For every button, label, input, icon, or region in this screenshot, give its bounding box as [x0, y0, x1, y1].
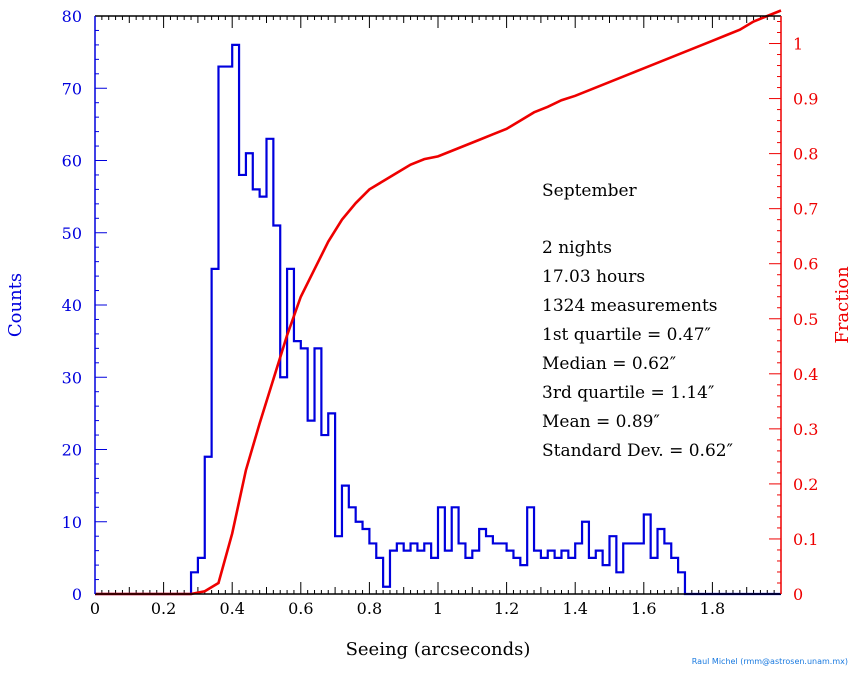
y-left-tick-label: 20 — [62, 441, 82, 460]
x-tick-label: 0.2 — [151, 599, 176, 618]
axes-frame — [94, 15, 782, 595]
annotation-q3: 3rd quartile = 1.14″ — [542, 383, 714, 403]
y-right-tick-label: 0.9 — [793, 90, 818, 109]
y-right-axis-label: Fraction — [832, 266, 850, 344]
y-right-tick-label: 0.8 — [793, 145, 818, 164]
credit-text: Raul Michel (rmm@astrosen.unam.mx) — [692, 657, 848, 666]
stats-annotation: September 2 nights 17.03 hours 1324 meas… — [542, 181, 733, 461]
fraction-curve — [95, 9, 782, 596]
y-right-tick-label: 0.2 — [793, 475, 818, 494]
annotation-hours: 17.03 hours — [542, 267, 645, 287]
annotation-stddev: Standard Dev. = 0.62″ — [542, 441, 733, 461]
y-right-tick-label: 0.7 — [793, 200, 818, 219]
annotation-month: September — [542, 181, 638, 201]
annotation-q1: 1st quartile = 0.47″ — [542, 325, 711, 345]
x-axis-label: Seeing (arcseconds) — [346, 639, 531, 660]
x-tick-label: 0 — [90, 599, 100, 618]
counts-histogram — [95, 43, 781, 596]
x-tick-label: 1 — [433, 599, 443, 618]
annotation-measurements: 1324 measurements — [542, 296, 718, 316]
y-right-tick-label: 0.4 — [793, 365, 818, 384]
y-left-tick-label: 70 — [62, 79, 82, 98]
y-left-tick-label: 50 — [62, 224, 82, 243]
y-right-tick-label: 0.6 — [793, 255, 818, 274]
x-tick-label: 1.4 — [562, 599, 587, 618]
y-right-tick-label: 0 — [793, 585, 803, 604]
annotation-median: Median = 0.62″ — [542, 354, 676, 374]
y-left-tick-label: 10 — [62, 513, 82, 532]
y-right-tick-label: 0.5 — [793, 310, 818, 329]
y-right-tick-label: 1 — [793, 35, 803, 54]
x-tick-label: 1.6 — [631, 599, 656, 618]
x-tick-label: 0.8 — [357, 599, 382, 618]
y-left-axis-label: Counts — [5, 273, 26, 337]
y-right-tick-label: 0.3 — [793, 420, 818, 439]
annotation-nights: 2 nights — [542, 238, 612, 258]
y-left-tick-label: 30 — [62, 368, 82, 387]
y-left-tick-label: 60 — [62, 152, 82, 171]
x-tick-label: 0.6 — [288, 599, 313, 618]
y-left-tick-label: 0 — [72, 585, 82, 604]
tick-labels: 0 0.2 0.4 0.6 0.8 1 1.2 1.4 1.6 1.801020304050607… — [62, 7, 819, 618]
annotation-mean: Mean = 0.89″ — [542, 412, 660, 432]
y-left-tick-label: 40 — [62, 296, 82, 315]
x-tick-label: 1.2 — [494, 599, 519, 618]
x-tick-label: 0.4 — [219, 599, 244, 618]
x-tick-label: 1.8 — [700, 599, 725, 618]
y-left-tick-label: 80 — [62, 7, 82, 26]
y-right-tick-label: 0.1 — [793, 530, 818, 549]
